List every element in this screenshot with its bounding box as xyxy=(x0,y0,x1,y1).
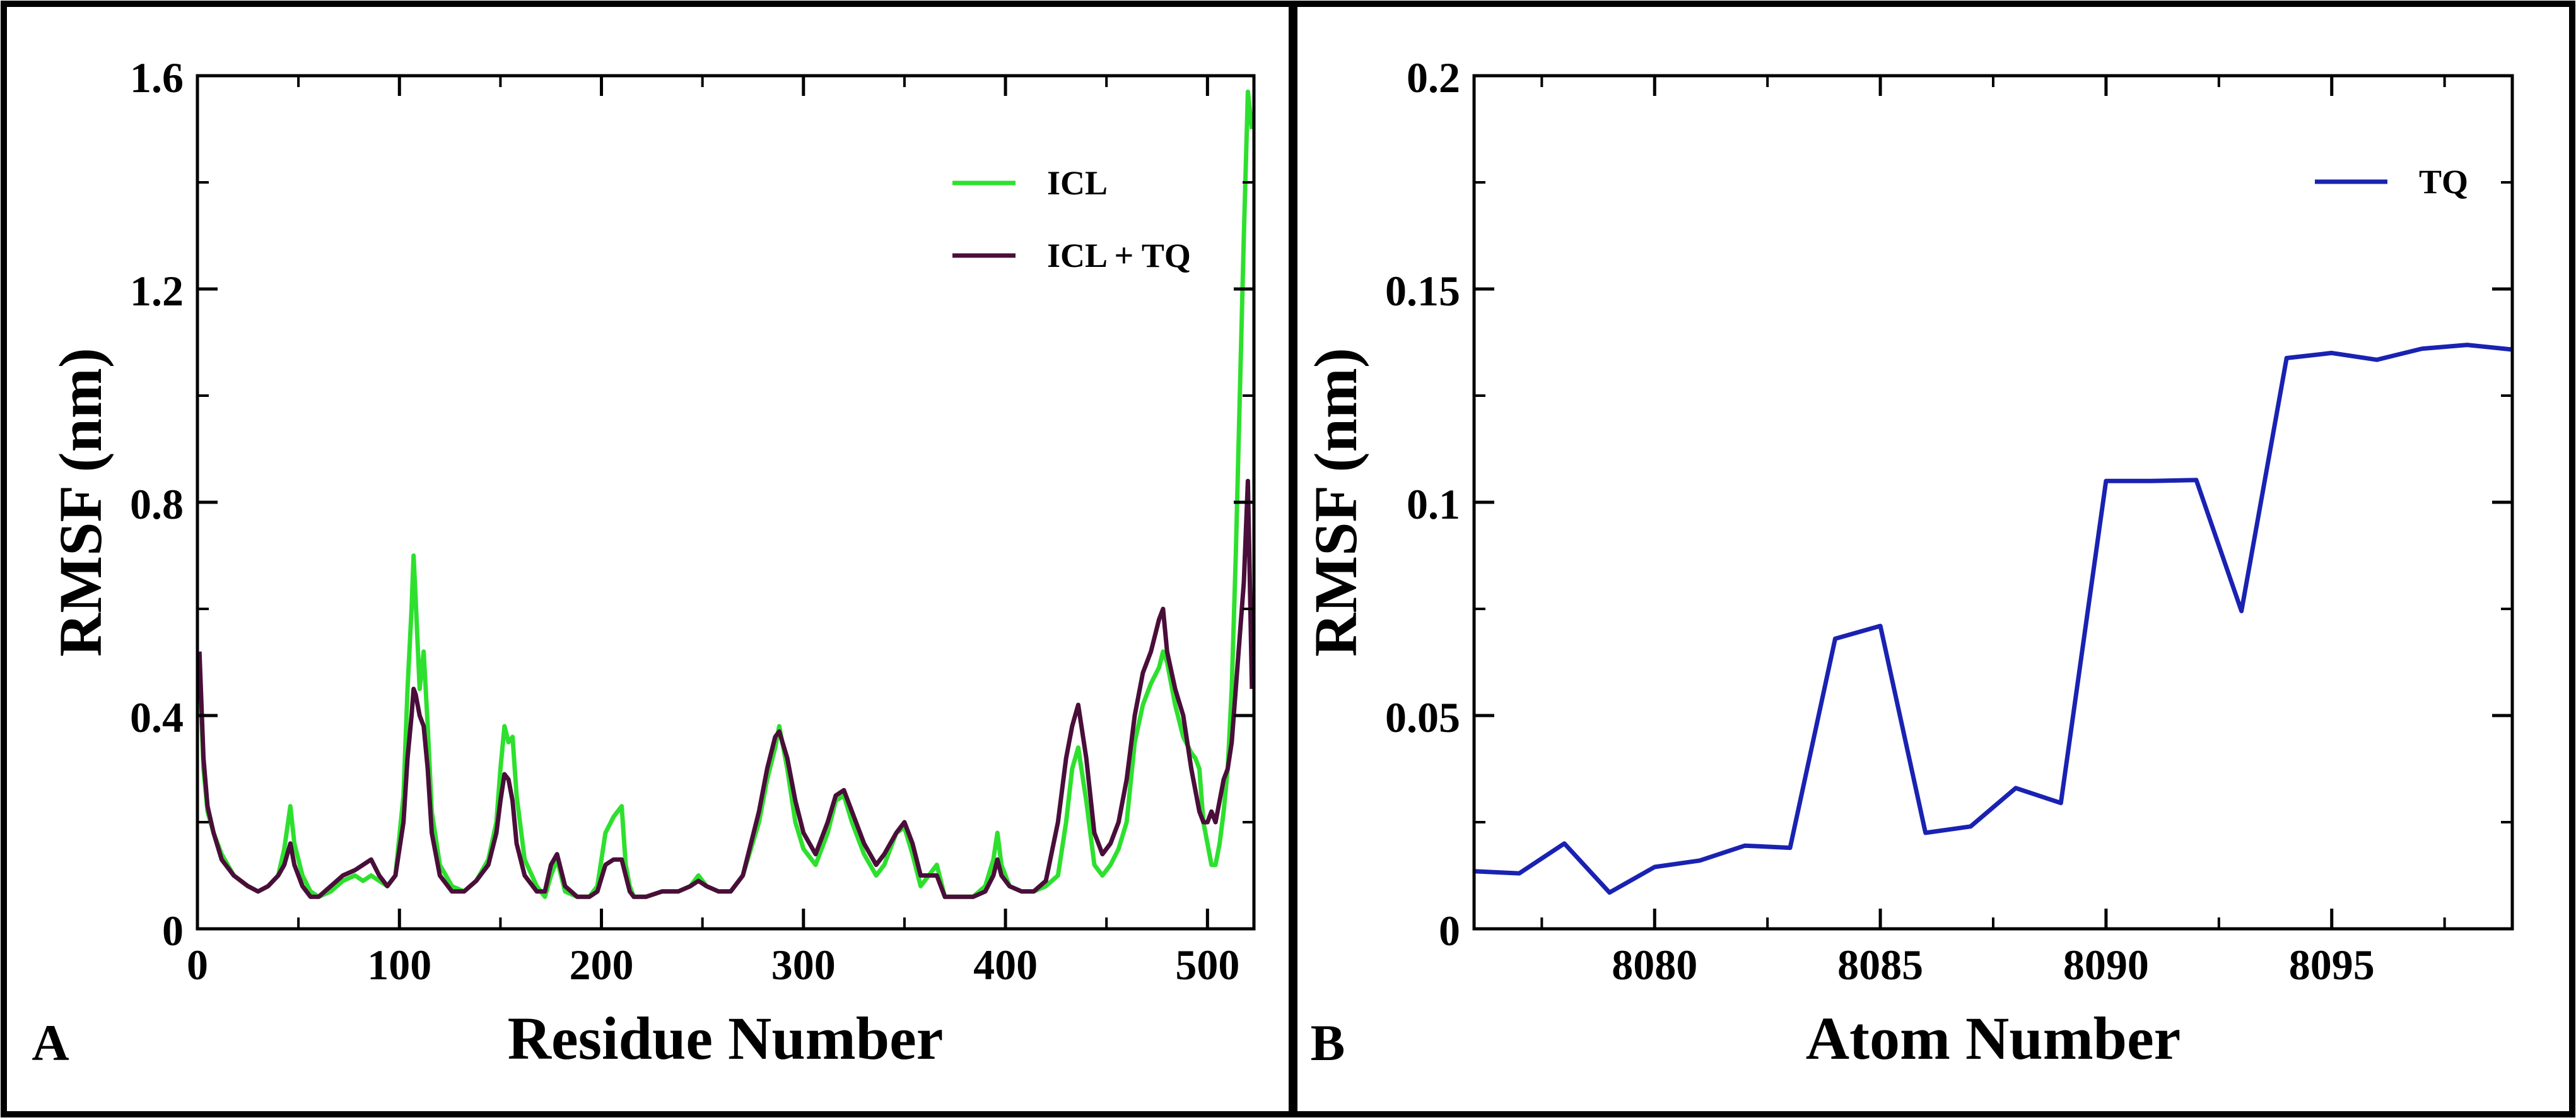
panel-a-ytick-label: 0.8 xyxy=(130,480,184,528)
panel-b-xtick-label: 8085 xyxy=(1837,941,1923,989)
legend-label-tq: TQ xyxy=(2419,163,2468,201)
panel-b-ytick-label: 0.05 xyxy=(1385,693,1460,741)
panel-b-ytick-label: 0.1 xyxy=(1407,480,1460,528)
panel-a-ytick-label: 0 xyxy=(162,907,184,955)
panel-b-series-tq xyxy=(1473,343,2513,895)
panel-b-ytick-label: 0.2 xyxy=(1407,54,1460,102)
panel-b-label: B xyxy=(1311,1014,1345,1071)
panel-a-legend: ICL ICL + TQ xyxy=(952,164,1191,274)
panel-b-frame xyxy=(1291,1,2575,1117)
panel-a-xtick-label: 400 xyxy=(973,941,1038,989)
panel-b-legend: TQ xyxy=(2315,163,2468,201)
panel-a-ytick-label: 0.4 xyxy=(130,693,184,741)
panel-a-series-icl xyxy=(197,89,1255,899)
panel-a-ytick-label: 1.6 xyxy=(130,54,184,102)
legend-label-icl-tq: ICL + TQ xyxy=(1047,237,1191,274)
panel-b-ytick-label: 0.15 xyxy=(1385,267,1460,315)
panel-b-ytick-label: 0 xyxy=(1439,907,1460,955)
panel-a-ylabel: RMSF (nm) xyxy=(47,348,114,657)
panel-a-series-icl-tq xyxy=(197,478,1255,899)
panel-a-xtick-label: 100 xyxy=(367,941,431,989)
panel-b-xlabel: Atom Number xyxy=(1806,1005,2181,1072)
legend-label-icl: ICL xyxy=(1047,164,1108,202)
panel-a-xtick-label: 200 xyxy=(570,941,634,989)
panel-b-ylabel: RMSF (nm) xyxy=(1302,348,1369,657)
panel-a-xtick-label: 500 xyxy=(1175,941,1239,989)
panel-a-xlabel: Residue Number xyxy=(508,1005,944,1072)
panel-b-xtick-label: 8090 xyxy=(2063,941,2149,989)
panel-a-xtick-label: 0 xyxy=(187,941,208,989)
panel-b-plot-area xyxy=(1472,74,2514,931)
panel-a-label: A xyxy=(32,1014,69,1071)
panel-a-ytick-label: 1.2 xyxy=(130,267,184,315)
panel-b-xtick-label: 8095 xyxy=(2289,941,2375,989)
panel-a-plot-area xyxy=(196,74,1256,931)
panel-b: 0 0.05 0.1 0.15 0.2 8080 8085 8090 8095 Atom Num… xyxy=(1302,54,2514,1072)
panel-b-xtick-label: 8080 xyxy=(1612,941,1697,989)
panel-a-xtick-label: 300 xyxy=(771,941,836,989)
panel-a: 0 0.4 0.8 1.2 1.6 0 100 200 300 400 500 Residue Nu… xyxy=(32,54,1256,1072)
